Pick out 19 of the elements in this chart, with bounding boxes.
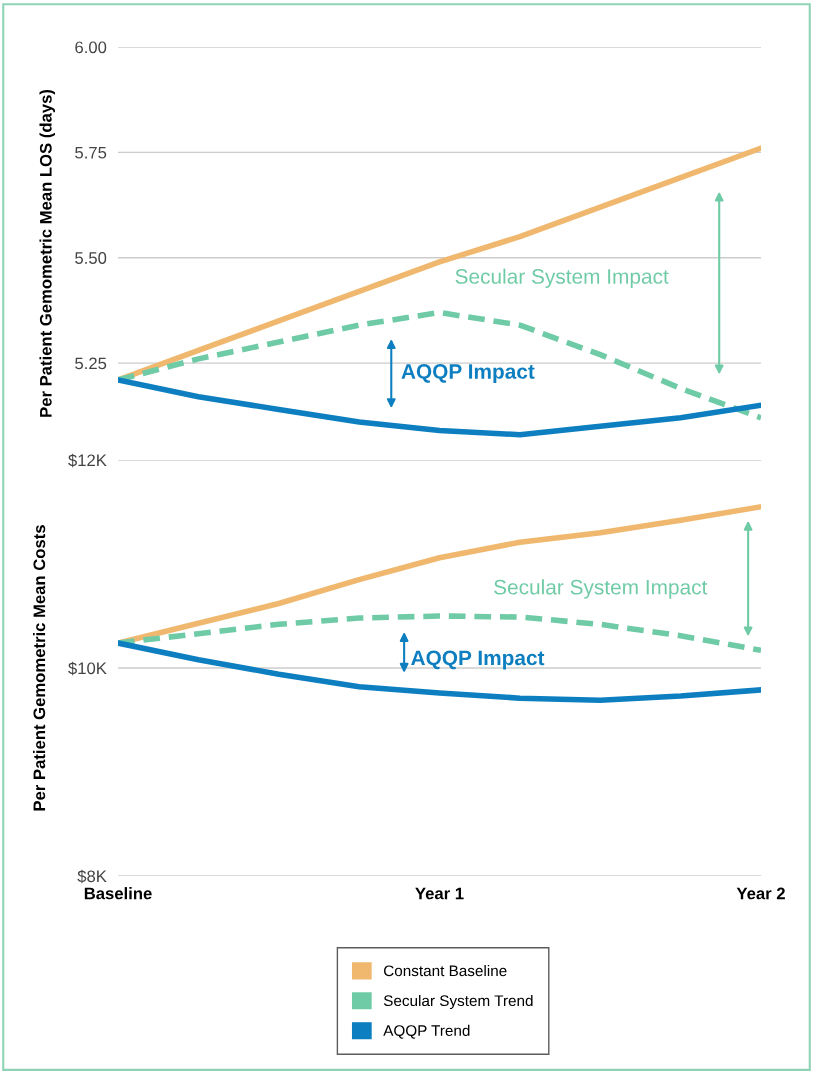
legend-label: AQQP Trend	[383, 1024, 470, 1039]
annotation: Secular System Impact	[494, 579, 708, 599]
x-tick-label: Year 2	[736, 887, 785, 900]
y-tick-label: $10K	[68, 661, 107, 676]
legend-label: Constant Baseline	[383, 964, 507, 977]
y-tick-label: 5.50	[75, 252, 107, 264]
y-axis-title: Per Patient Gemometric Mean Costs	[32, 525, 46, 811]
y-tick-label: 5.25	[75, 357, 107, 370]
y-tick-label: $8K	[77, 869, 107, 884]
annotation: AQQP Impact	[401, 364, 535, 383]
x-tick-label: Year 1	[415, 887, 464, 900]
y-tick-label: 5.75	[75, 146, 107, 159]
y-tick-label: 6.00	[75, 41, 107, 54]
annotation: Secular System Impact	[455, 268, 669, 288]
x-tick-label: Baseline	[84, 887, 152, 900]
y-tick-label: $12K	[68, 453, 107, 468]
annotation: AQQP Impact	[411, 650, 545, 670]
y-axis-title: Per Patient Gemometric Mean LOS (days)	[39, 89, 56, 417]
legend-label: Secular System Trend	[383, 994, 533, 1010]
